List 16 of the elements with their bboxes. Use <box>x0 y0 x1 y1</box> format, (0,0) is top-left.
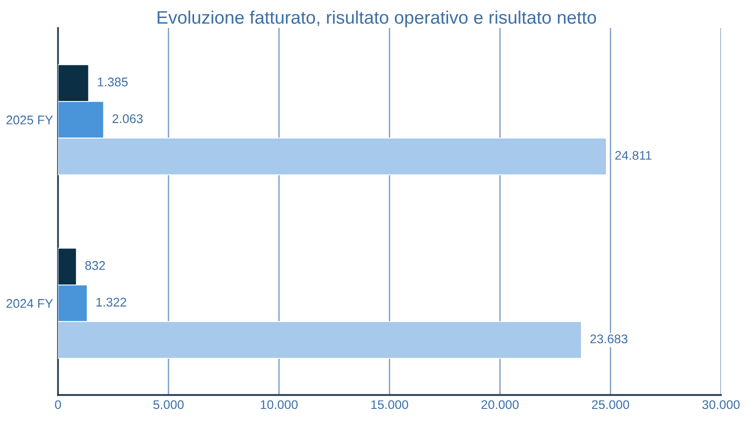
y-tick-label: 2024 FY <box>6 299 53 308</box>
x-tick-label: 15.000 <box>371 400 408 410</box>
data-label: 1.385 <box>98 78 128 86</box>
x-tick-label: 5.000 <box>153 400 184 410</box>
data-label: 2.063 <box>112 114 143 124</box>
x-tick-label: 25.000 <box>592 400 630 410</box>
x-tick-label: 10.000 <box>260 400 298 410</box>
data-label: 23.683 <box>590 334 628 344</box>
data-label: 24.811 <box>615 150 652 160</box>
x-tick-label: 20.000 <box>482 400 519 410</box>
data-label: 1.322 <box>96 298 126 307</box>
y-tick-label: 2025 FY <box>6 116 53 124</box>
data-label: 832 <box>85 261 105 270</box>
chart-title: Evoluzione fatturato, risultato operativo e risultato netto <box>158 10 596 28</box>
x-tick-label: 30.000 <box>702 400 740 410</box>
x-tick-label: 0 <box>55 400 61 410</box>
